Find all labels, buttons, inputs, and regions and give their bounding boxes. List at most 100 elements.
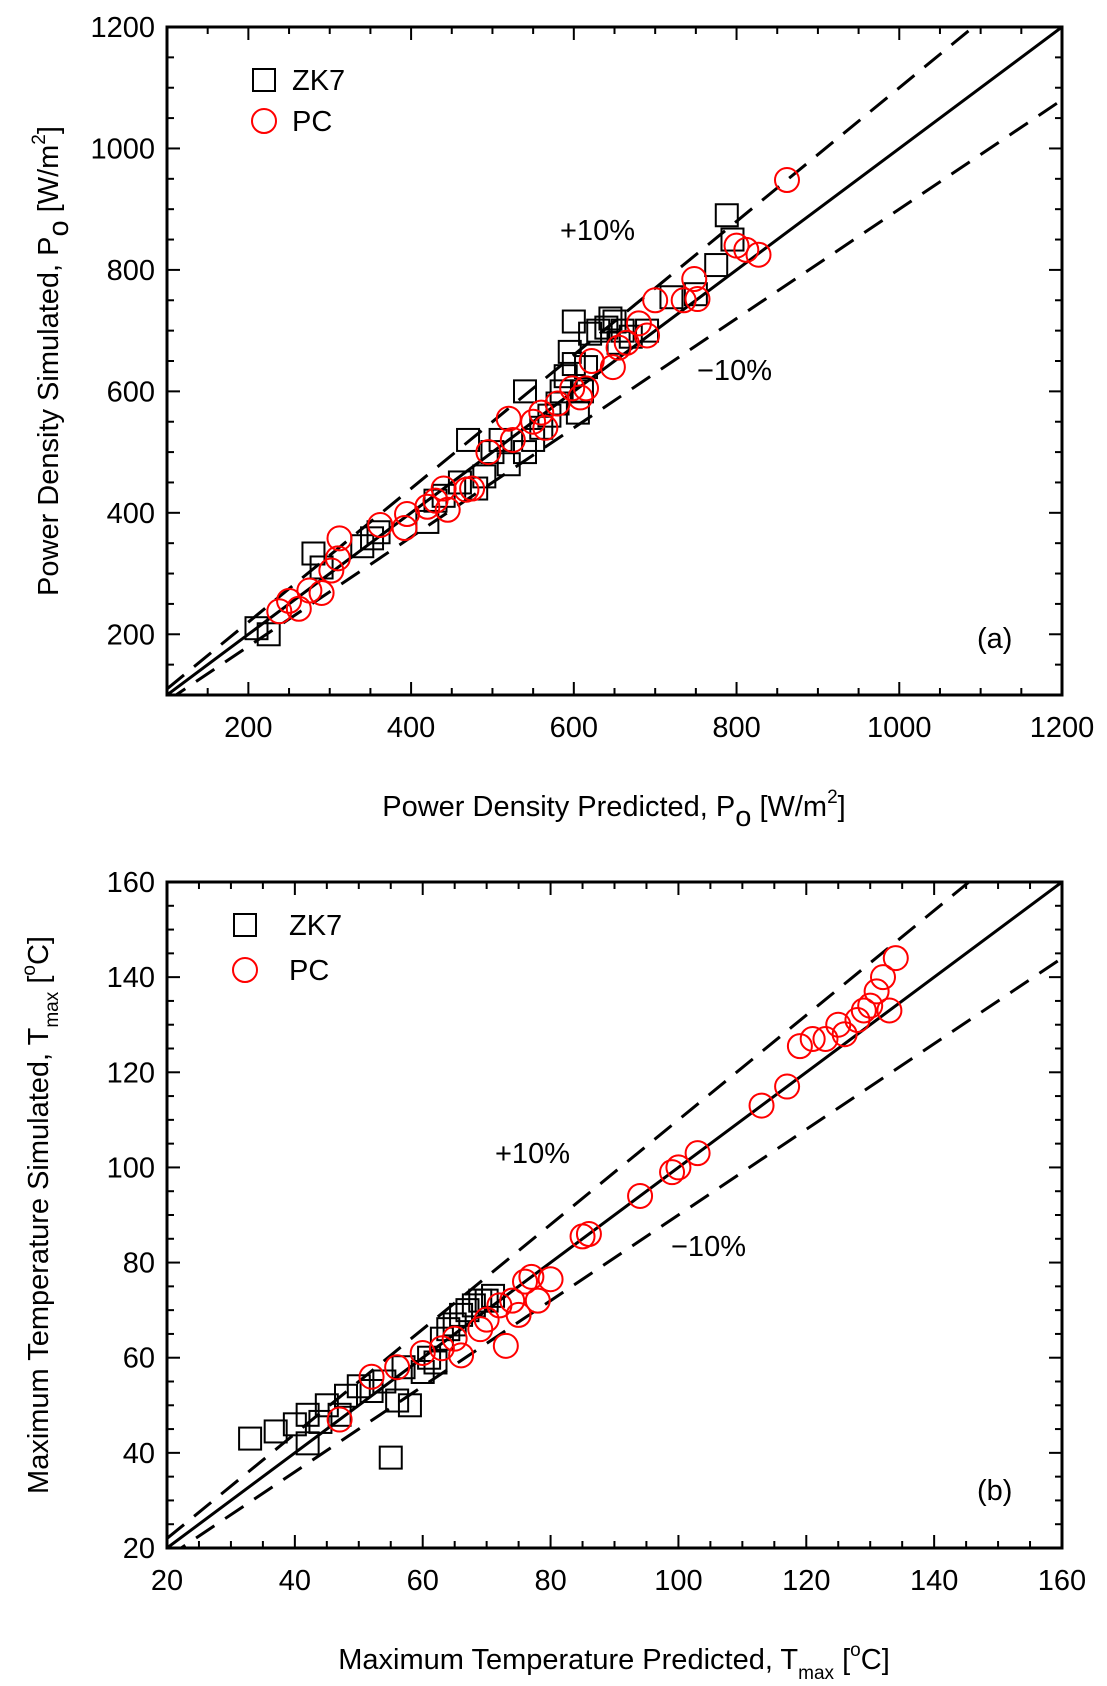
data-point-pc-b [505,1301,532,1328]
y-axis-label-b-unit: [ [23,976,55,992]
x-axis-label-b-unit: [ [834,1644,850,1676]
data-point-zk7-a [513,379,537,404]
data-point-pc-a [475,439,502,466]
y-tick-label-b: 160 [107,867,155,899]
y-axis-label-a-unit-end: ] [33,126,65,134]
data-point-zk7-b [314,1393,339,1418]
data-point-zk7-a [561,352,586,377]
data-point-zk7-b [481,1283,506,1308]
data-point-pc-b [499,1287,526,1314]
x-tick-label-b: 140 [910,1565,958,1597]
data-point-pc-a [573,375,600,402]
data-point-zk7-b [410,1359,435,1384]
data-point-zk7-a [244,616,269,641]
data-point-pc-b [326,1406,353,1433]
data-points-b [238,945,909,1470]
data-point-pc-a [528,399,555,426]
annotation-minus10-a: −10% [697,355,772,387]
data-point-pc-a [745,241,772,268]
legend-label-zk7-b: ZK7 [289,910,342,942]
y-tick-label-a: 200 [107,619,155,651]
data-point-zk7-a [578,321,603,346]
data-point-pc-a [324,545,351,572]
data-point-zk7-b [429,1326,454,1351]
panel-label-b: (b) [977,1475,1012,1507]
data-point-zk7-a [683,282,708,307]
panel-label-a: (a) [977,623,1012,655]
x-axis-label-a-unit-end: ] [838,791,846,823]
data-point-pc-a [681,266,708,293]
y-tick-label-b: 120 [107,1057,155,1089]
data-point-zk7-a [594,315,619,340]
x-axis-label-b-sup: o [850,1640,861,1661]
data-point-zk7-a [350,534,375,559]
data-point-zk7-a [549,379,574,404]
data-point-pc-b [441,1325,468,1352]
data-point-pc-b [863,978,890,1005]
y-tick-label-b: 100 [107,1152,155,1184]
data-point-pc-b [384,1354,411,1381]
x-tick-label-b: 120 [782,1565,830,1597]
tick-labels-a: 200 400 600 800 1000 1200 200 400 600 800 1000 1200 [90,12,1094,744]
data-point-pc-b [512,1268,538,1295]
data-point-pc-b [774,1073,801,1100]
data-point-zk7-b [334,1383,358,1408]
y-axis-label-a-sup: 2 [29,134,50,145]
y-axis-label-a: Power Density Simulated, Po [W/m2] [29,126,75,596]
y-axis-label-a-main: Power Density Simulated, P [33,237,65,596]
x-axis-label-b-main: Maximum Temperature Predicted, T [338,1644,798,1676]
data-point-zk7-b [449,1302,474,1327]
data-point-pc-a [318,557,345,584]
y-axis-label-b-unit-end: C] [23,936,55,965]
data-point-pc-a [578,348,605,374]
legend-marker-zk7-a [252,68,276,92]
x-tick-label-a: 400 [387,712,435,744]
y-tick-label-b: 40 [123,1438,155,1470]
legend-marker-pc-a [251,108,277,134]
data-point-pc-b [659,1159,686,1186]
legend-marker-zk7-b [233,913,257,937]
x-tick-label-a: 800 [712,712,760,744]
data-point-zk7-b [397,1393,422,1418]
y-tick-label-a: 600 [107,376,155,408]
ticks-a [166,26,1063,696]
x-tick-label-b: 160 [1038,1565,1086,1597]
reference-line-10-b [178,956,1062,1548]
data-point-zk7-a [598,306,623,331]
data-point-pc-b [448,1342,475,1369]
data-point-pc-b [524,1287,551,1314]
x-axis-label-a-sup: 2 [827,787,838,808]
y-axis-label-b: Maximum Temperature Simulated, Tmax [oC] [19,936,63,1494]
reference-line-11-b [167,882,1062,1548]
legend-label-pc-b: PC [289,955,329,987]
data-point-zk7-a [659,285,684,310]
y-tick-label-b: 80 [123,1248,155,1280]
data-point-zk7-a [720,227,745,252]
reference-line-10-a [173,98,1062,695]
data-point-zk7-a [610,318,635,343]
x-axis-label-a-sub: o [735,801,751,833]
data-point-pc-a [391,515,418,541]
data-point-pc-b [870,964,896,991]
data-point-zk7-b [238,1426,263,1451]
legend-marker-pc-b [232,957,258,983]
annotation-plus10-a: +10% [560,215,635,247]
data-point-pc-a [634,322,661,349]
data-point-pc-a [499,426,526,453]
x-tick-label-b: 100 [654,1565,702,1597]
x-axis-label-b-sub: max [798,1663,834,1684]
ticks-b [166,881,1063,1549]
data-point-pc-a [296,577,323,604]
data-point-pc-a [532,414,559,441]
data-point-pc-a [520,408,547,435]
data-point-pc-b [575,1221,602,1248]
x-axis-label-a-unit: [W/m [751,791,827,823]
data-point-zk7-a [704,253,729,278]
data-point-pc-b [627,1182,654,1209]
y-axis-label-a-sub: o [43,220,75,236]
data-point-pc-b [799,1025,826,1052]
data-point-zk7-b [378,1445,403,1470]
data-point-pc-b [492,1332,519,1359]
data-point-zk7-a [557,339,582,364]
x-tick-label-b: 80 [534,1565,566,1597]
